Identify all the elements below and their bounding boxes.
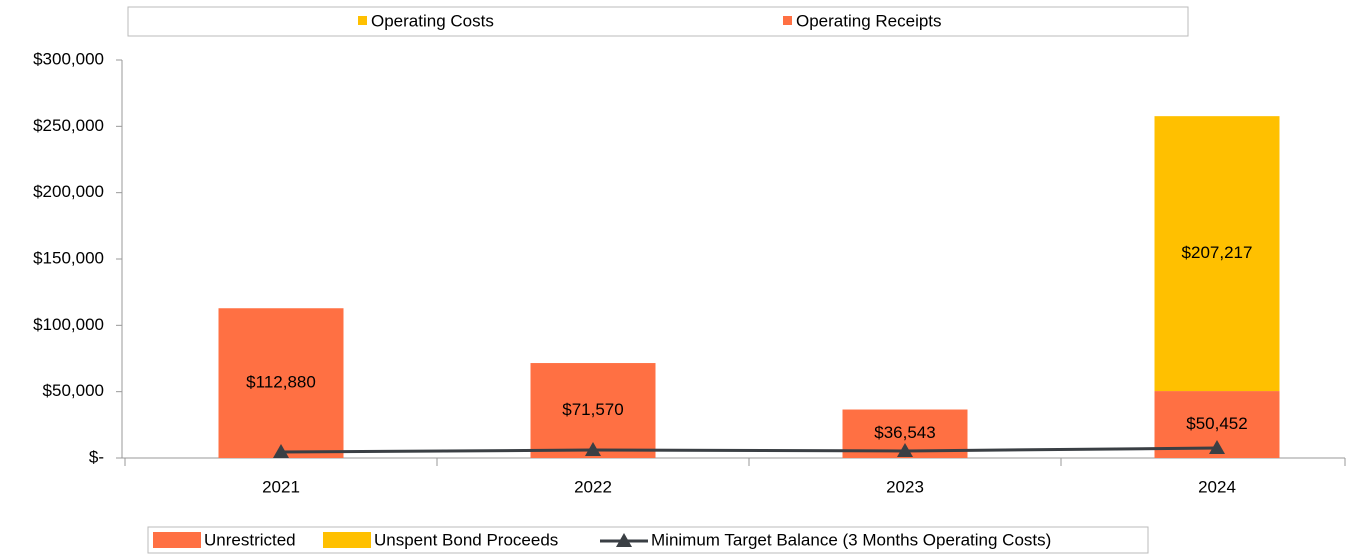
top-legend-label: Operating Costs — [371, 11, 494, 30]
line-marker — [273, 444, 289, 459]
legend-label: Unspent Bond Proceeds — [374, 530, 558, 549]
x-tick-label: 2023 — [886, 477, 924, 496]
top-legend-label: Operating Receipts — [796, 11, 942, 30]
y-tick-label: $100,000 — [33, 315, 104, 334]
line-series — [280, 446, 1218, 454]
data-label: $36,543 — [874, 423, 935, 442]
line-marker — [897, 442, 913, 457]
y-tick-label: $250,000 — [33, 116, 104, 135]
y-tick-label: $200,000 — [33, 182, 104, 201]
data-label: $112,880 — [246, 373, 316, 392]
x-tick-label: 2021 — [262, 477, 300, 496]
y-tick-label: $- — [89, 447, 104, 466]
y-tick-label: $150,000 — [33, 248, 104, 267]
legend-swatch — [153, 532, 201, 548]
x-tick-label: 2024 — [1198, 477, 1236, 496]
legend-swatch — [616, 533, 632, 547]
line-marker — [585, 442, 601, 457]
top-legend-box — [127, 6, 1189, 37]
legend-label: Unrestricted — [204, 530, 296, 549]
y-tick-label: $300,000 — [33, 49, 104, 68]
top-legend-swatch — [358, 16, 367, 25]
data-label: $207,217 — [1182, 243, 1253, 262]
top-legend-swatch — [783, 16, 792, 25]
data-label: $71,570 — [562, 400, 623, 419]
line-marker — [1209, 440, 1225, 455]
legend-label: Minimum Target Balance (3 Months Operati… — [651, 530, 1051, 549]
data-label: $50,452 — [1186, 414, 1247, 433]
legend-swatch — [323, 532, 371, 548]
y-tick-label: $50,000 — [43, 381, 104, 400]
x-tick-label: 2022 — [574, 477, 612, 496]
bar — [218, 308, 344, 458]
bar — [1154, 116, 1280, 392]
